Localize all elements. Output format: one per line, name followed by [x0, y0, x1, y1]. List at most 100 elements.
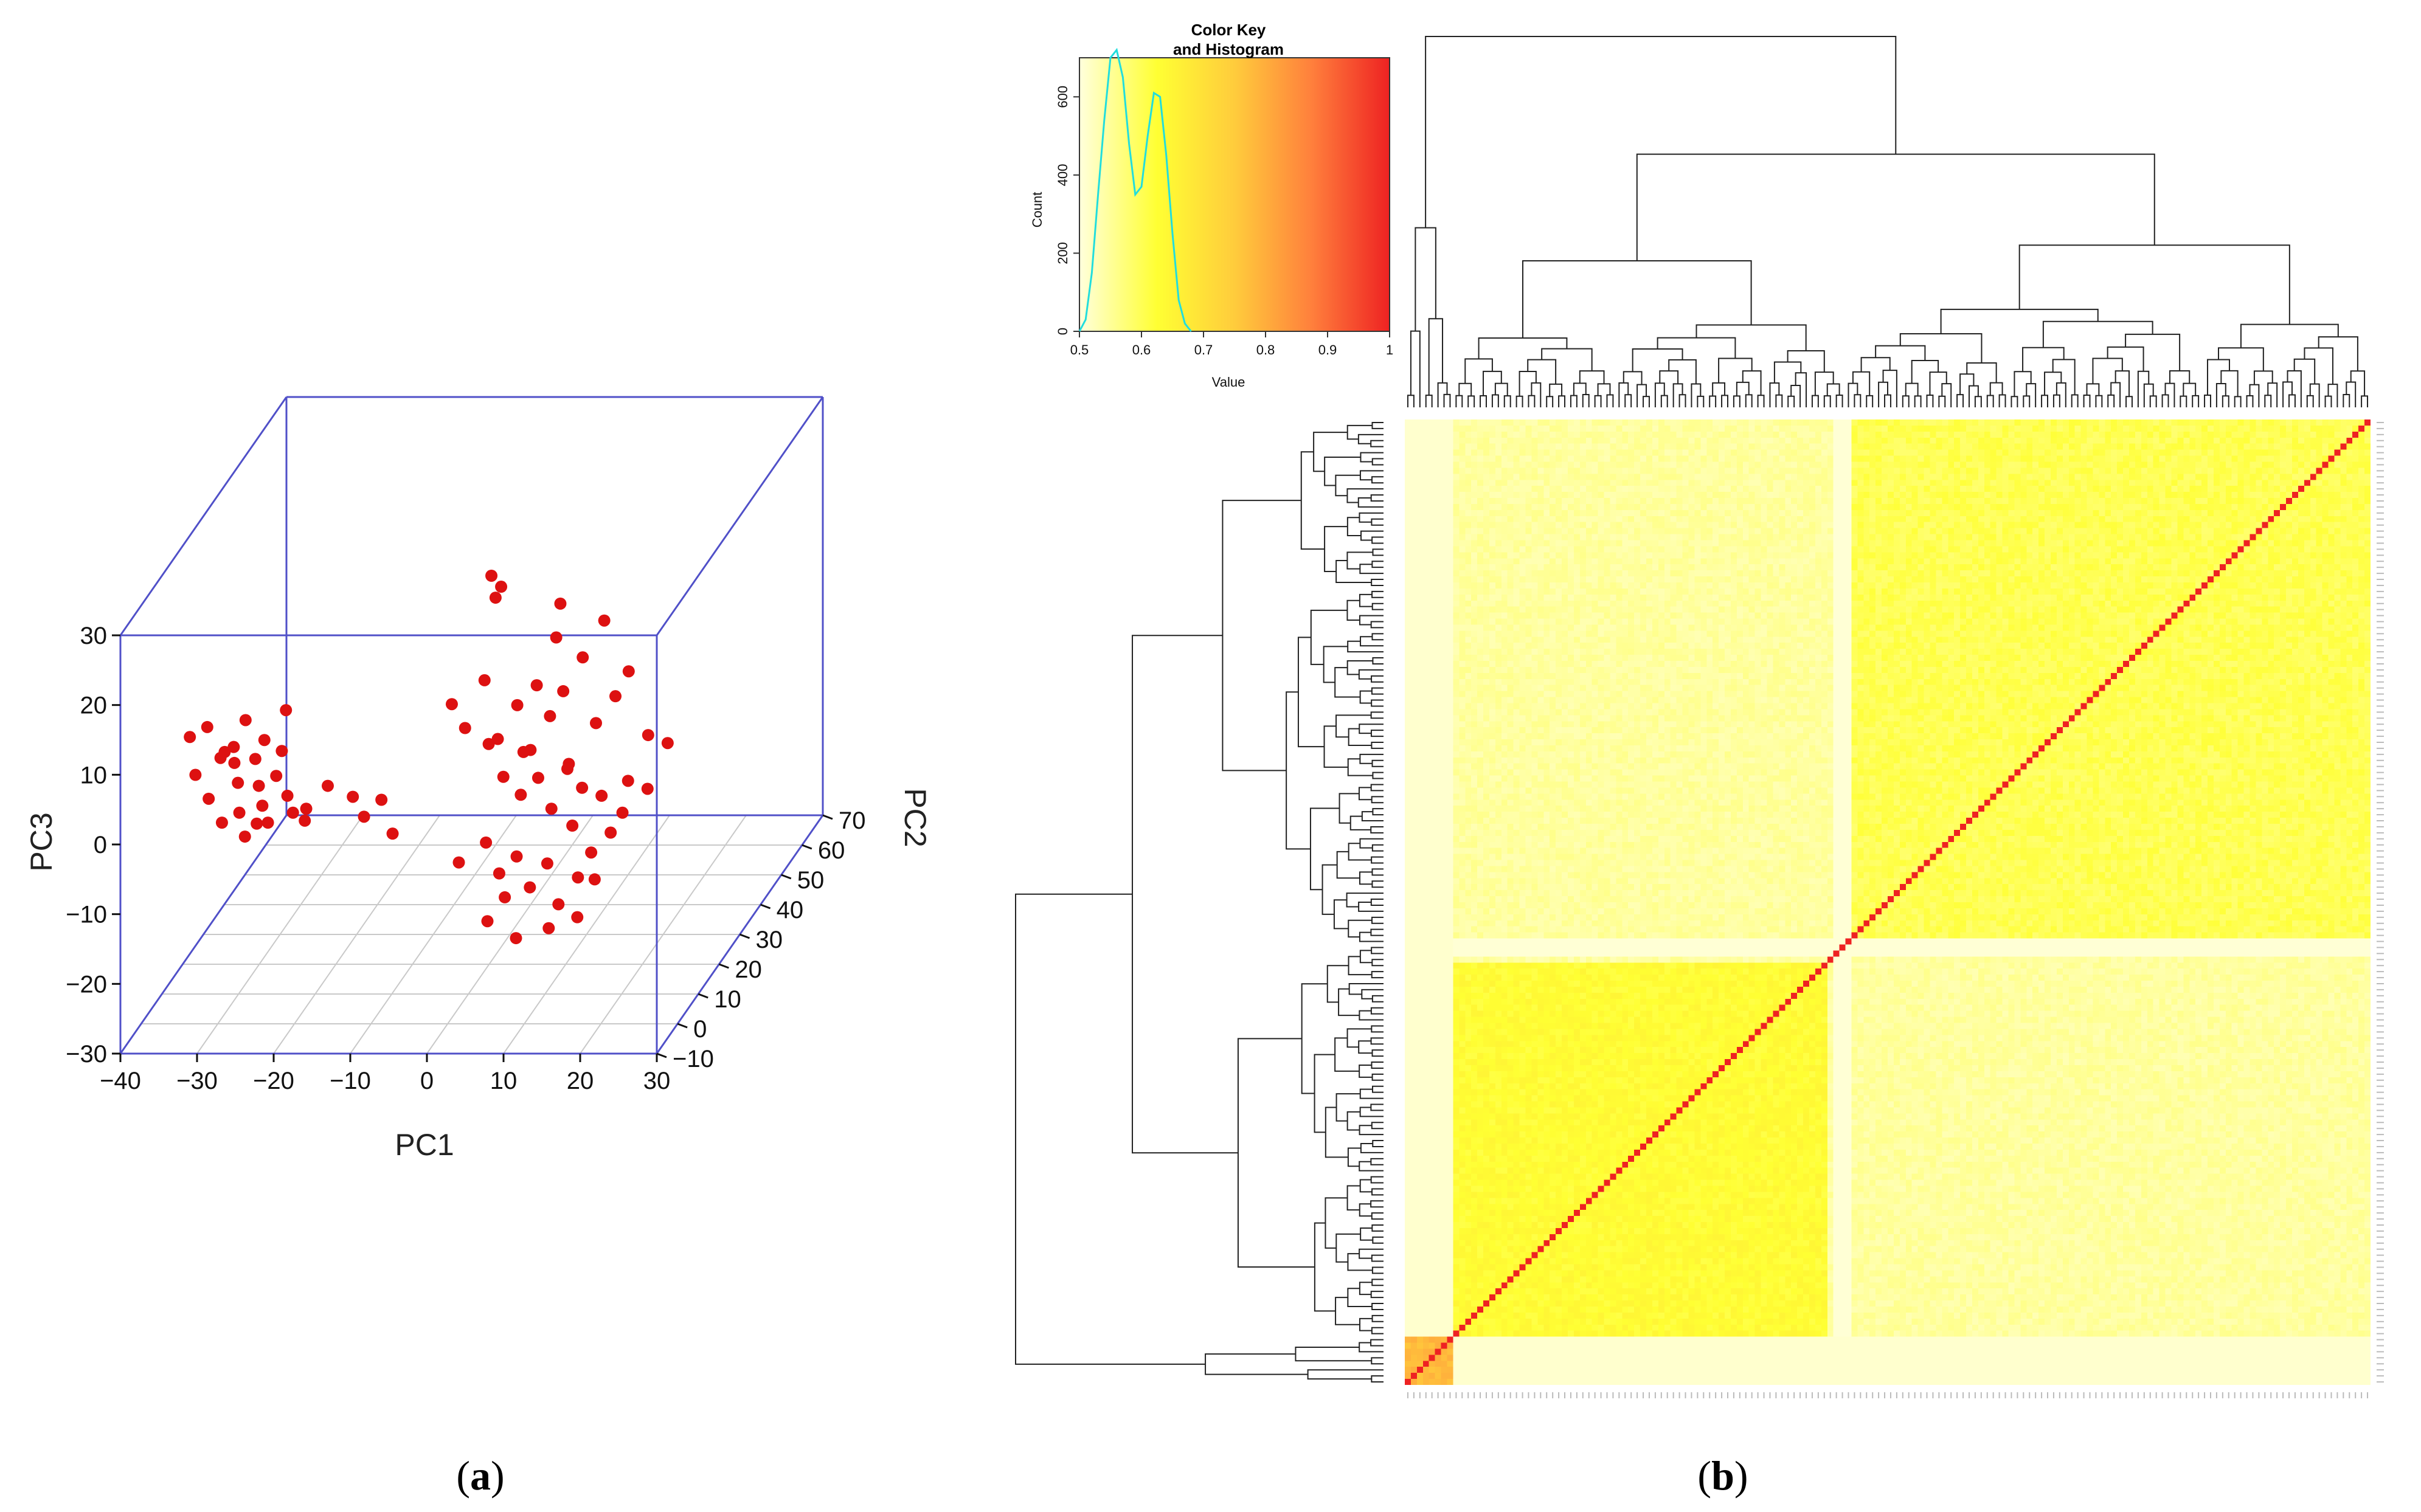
dendrogram-link — [1882, 370, 1897, 407]
scatter-point — [576, 781, 589, 794]
scatter-point — [530, 679, 543, 692]
dendrogram-link — [1359, 512, 1384, 523]
dendrogram-link — [1237, 1038, 1315, 1268]
scatter-point — [532, 772, 544, 784]
dendrogram-link — [1309, 807, 1340, 891]
dendrogram-link — [1371, 856, 1384, 864]
dendrogram-link — [1527, 359, 1557, 384]
dendrogram-link — [1678, 394, 1686, 407]
scatter-point — [561, 762, 573, 775]
dendrogram-link — [2095, 395, 2103, 407]
dendrogram-link — [1519, 370, 1537, 396]
scatter-point — [300, 803, 313, 815]
dendrogram-link — [1372, 548, 1384, 556]
scatter-point — [238, 830, 251, 843]
dendrogram-link — [1357, 433, 1384, 444]
dendrogram-link — [1359, 1064, 1373, 1078]
pc2-tick-mark — [781, 874, 792, 880]
scatter-point — [201, 720, 213, 733]
dendrogram-link — [1346, 517, 1361, 537]
dendrogram-link — [1370, 730, 1384, 737]
dendrogram-link — [2204, 395, 2211, 407]
dendrogram-link — [1371, 1327, 1384, 1334]
dendrogram-link — [1370, 621, 1384, 629]
dendrogram-link — [1941, 383, 1952, 407]
dendrogram-link — [1415, 227, 1436, 331]
scatter-point — [249, 753, 261, 765]
dendrogram-link — [1359, 615, 1384, 626]
dendrogram-link — [1358, 1040, 1373, 1054]
dendrogram-link — [1371, 458, 1384, 466]
dendrogram-link — [2249, 384, 2260, 407]
dendrogram-link — [1826, 383, 1840, 396]
dendrogram-link — [2023, 395, 2031, 407]
dendrogram-link — [1531, 382, 1542, 407]
dendrogram-link — [1371, 421, 1384, 429]
scatter-point — [545, 803, 558, 815]
dendrogram-link — [1360, 1227, 1373, 1241]
dendrogram-link — [1371, 741, 1384, 749]
dendrogram-link — [1359, 1179, 1373, 1193]
dendrogram-link — [1528, 395, 1536, 407]
dendrogram-link — [1986, 395, 1994, 407]
dendrogram-link — [1549, 383, 1563, 397]
dendrogram-link — [1357, 497, 1384, 508]
scatter-point — [445, 698, 458, 711]
dendrogram-link — [1823, 395, 1831, 407]
scatter-point — [514, 789, 527, 801]
dendrogram-link — [1313, 432, 1348, 472]
dendrogram-link — [1866, 395, 1874, 407]
dendrogram-link — [1428, 318, 1444, 396]
scatter-point — [261, 816, 274, 829]
dendrogram-link — [2288, 394, 2296, 407]
dendrogram-link — [1660, 395, 1668, 407]
dendrogram-link — [1709, 395, 1717, 407]
dendrogram-link — [1349, 815, 1371, 830]
scatter-point — [544, 709, 556, 722]
dendrogram-link — [1359, 470, 1384, 481]
dendrogram-link — [1372, 808, 1384, 816]
dendrogram-link — [2207, 359, 2230, 396]
dendrogram-link — [1998, 394, 2006, 407]
dendrogram-link — [2071, 394, 2079, 407]
dendrogram-link — [1335, 559, 1372, 583]
dendrogram-link — [1371, 1375, 1384, 1383]
dendrogram-link — [1346, 551, 1373, 570]
pc2-tick-mark — [656, 1052, 667, 1058]
dendrogram-link — [2083, 395, 2091, 407]
pc1-tick-label: −30 — [176, 1068, 218, 1094]
dendrogram-link — [1959, 373, 1975, 395]
dendrogram-link — [1370, 1037, 1384, 1045]
scatter-point — [375, 793, 388, 806]
scatter-point — [642, 729, 654, 742]
dendrogram-link — [2293, 358, 2316, 384]
scatter-point — [524, 881, 536, 894]
dendrogram-link — [1371, 1073, 1384, 1081]
floor-grid — [120, 815, 823, 1054]
dendrogram-link — [1323, 725, 1348, 768]
pc2-tick-mark — [822, 814, 833, 820]
pc1-tick-label: −40 — [100, 1068, 141, 1094]
dendrogram-link — [1347, 1288, 1373, 1307]
dendrogram-link — [1790, 385, 1801, 407]
dendrogram-link — [2264, 395, 2272, 407]
dendrogram-link — [1974, 396, 1982, 407]
scatter-point — [184, 731, 196, 744]
dendrogram-link — [1346, 1185, 1360, 1211]
left-dendrogram — [1015, 421, 1384, 1383]
dendrogram-link — [1467, 395, 1475, 407]
dendrogram-link — [1346, 892, 1384, 908]
dendrogram-link — [2052, 359, 2076, 395]
dendrogram-link — [1494, 382, 1508, 396]
scatter-point — [495, 581, 508, 593]
dendrogram-link — [1359, 593, 1373, 607]
dendrogram-link — [1370, 899, 1384, 906]
dendrogram-link — [1359, 690, 1372, 704]
dendrogram-link — [1370, 440, 1384, 447]
dendrogram-link — [2114, 370, 2130, 397]
dendrogram-link — [1338, 988, 1360, 1017]
heatmap-cells — [1405, 419, 2371, 1385]
dendrogram-link — [1573, 382, 1587, 396]
dendrogram-link — [1541, 348, 1593, 371]
dendrogram-link — [1503, 395, 1511, 407]
